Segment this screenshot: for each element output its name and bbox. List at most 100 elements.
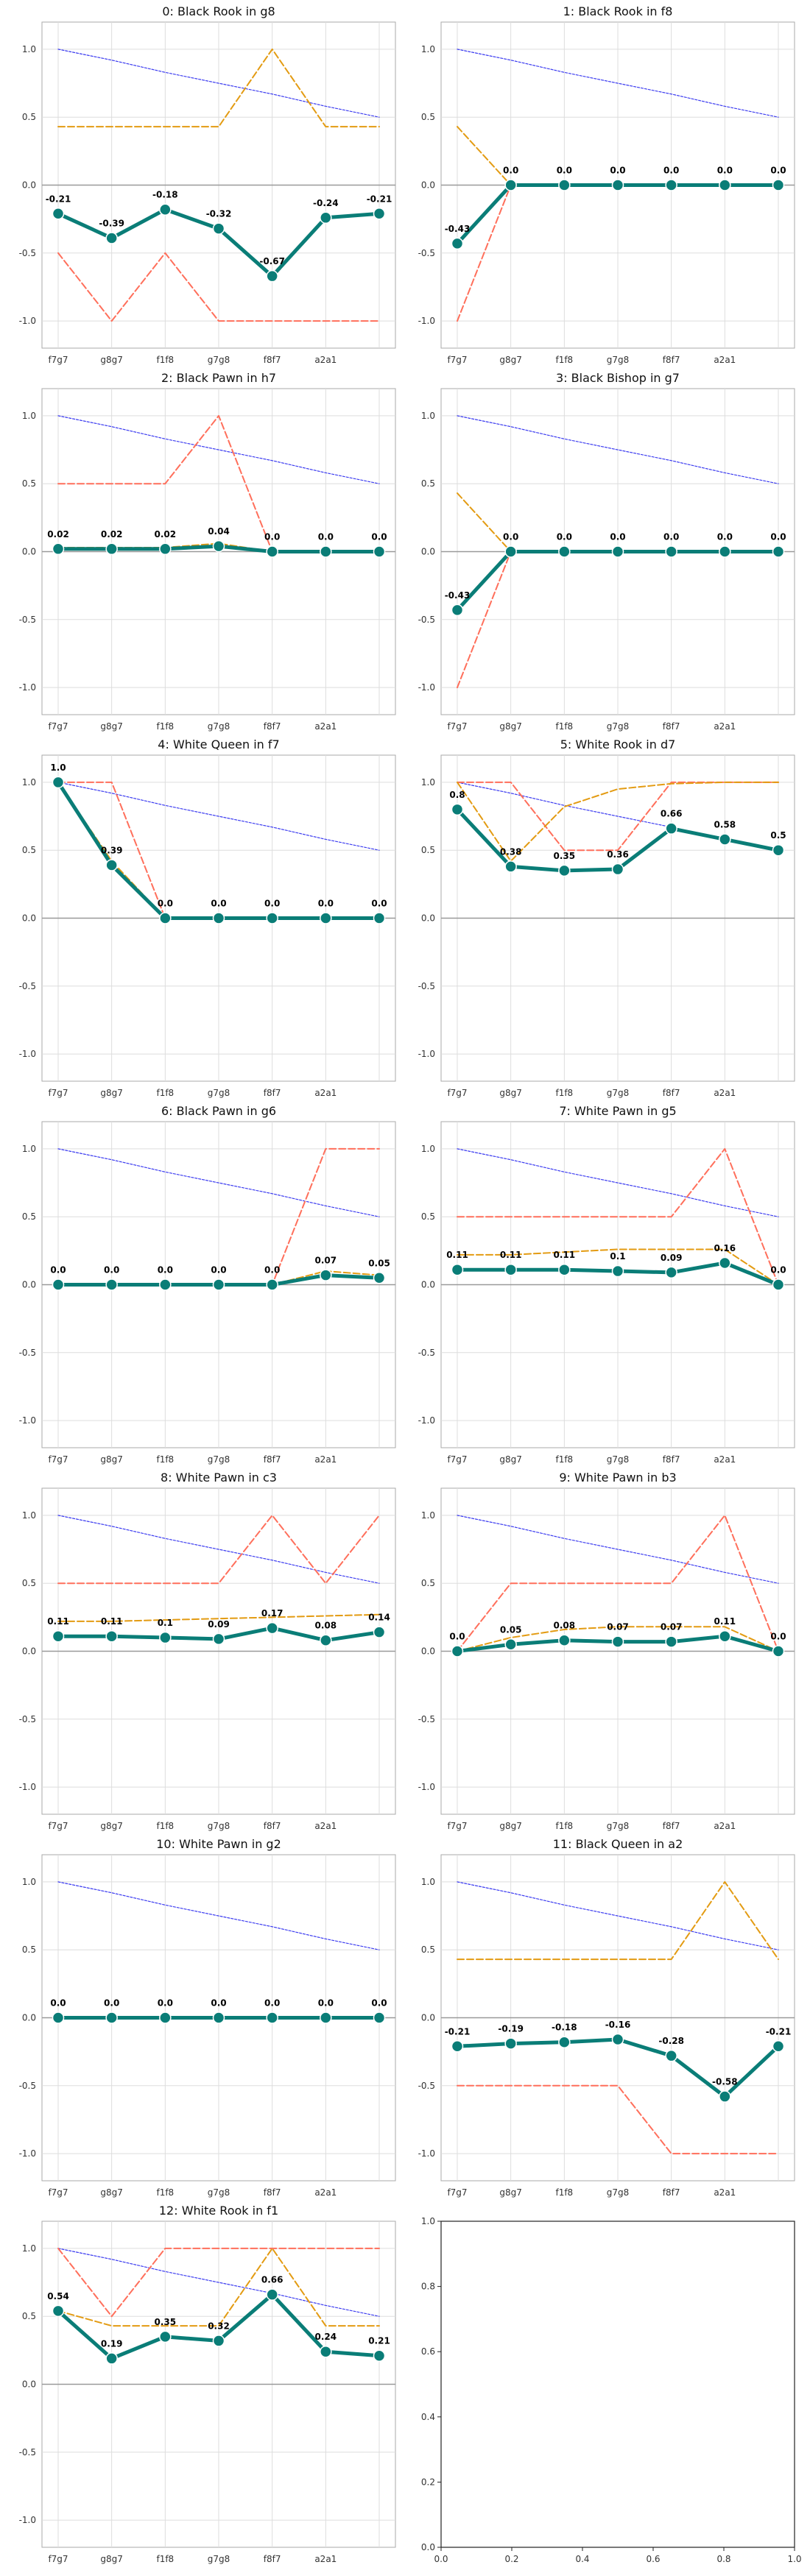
data-label: 0.0 — [264, 899, 280, 909]
data-label: 0.0 — [50, 1998, 66, 2009]
x-tick-label: f8f7 — [663, 355, 680, 365]
data-label: 0.05 — [500, 1624, 522, 1635]
y-tick-label: 0.0 — [421, 2542, 435, 2552]
x-tick-label: g7g8 — [208, 1454, 230, 1465]
x-tick-label: a2a1 — [314, 721, 337, 732]
data-label: 0.0 — [211, 1265, 226, 1275]
data-point — [52, 1630, 65, 1643]
data-point — [504, 860, 517, 873]
data-label: 0.0 — [770, 532, 786, 542]
subplot-title: 8: White Pawn in c3 — [161, 1471, 277, 1485]
y-tick-label: -0.5 — [19, 248, 36, 258]
x-tick-label: g7g8 — [607, 1454, 630, 1465]
y-tick-label: 0.0 — [22, 2379, 36, 2390]
x-tick-label: f7g7 — [48, 2187, 68, 2198]
x-tick-label: f7g7 — [447, 721, 467, 732]
series-line-blue — [57, 1515, 380, 1584]
data-point — [719, 545, 731, 558]
y-tick-label: 1.0 — [22, 777, 36, 788]
x-tick-label: f8f7 — [264, 1454, 281, 1465]
y-tick-label: -0.5 — [418, 1348, 435, 1358]
data-label: 0.19 — [101, 2338, 123, 2349]
data-label: 0.07 — [607, 1622, 629, 1632]
data-point — [320, 1269, 332, 1281]
y-tick-label: -1.0 — [19, 316, 36, 326]
data-point — [611, 545, 624, 558]
data-point — [373, 912, 386, 924]
x-tick-label: f7g7 — [48, 1088, 68, 1098]
subplot-title: 9: White Pawn in b3 — [559, 1471, 676, 1485]
x-tick-label: g7g8 — [208, 721, 230, 732]
x-tick-label: f8f7 — [663, 1821, 680, 1831]
subplot-title: 7: White Pawn in g5 — [559, 1104, 676, 1118]
data-point — [772, 1278, 785, 1291]
data-point — [719, 1256, 731, 1270]
x-tick-label: f7g7 — [447, 1088, 467, 1098]
series-line-orange — [57, 48, 380, 128]
data-label: 0.05 — [368, 1258, 390, 1268]
data-label: 0.0 — [663, 532, 679, 542]
y-tick-label: 0.5 — [421, 478, 435, 489]
x-tick-label: f8f7 — [663, 721, 680, 732]
x-tick-label: f7g7 — [447, 1454, 467, 1465]
y-tick-label: -0.5 — [19, 615, 36, 625]
subplot-title: 10: White Pawn in g2 — [156, 1837, 281, 1851]
x-tick-label: f7g7 — [48, 1454, 68, 1465]
x-tick-label: g8g7 — [499, 2187, 522, 2198]
data-point — [665, 179, 677, 191]
y-tick-label: 1.0 — [22, 44, 36, 54]
x-tick-label: f7g7 — [48, 721, 68, 732]
x-tick-label: f1f8 — [156, 355, 174, 365]
x-tick-label: g7g8 — [607, 355, 630, 365]
y-tick-label: 0.5 — [22, 1945, 36, 1955]
data-label: 0.35 — [554, 851, 576, 861]
x-tick-label: g8g7 — [100, 1454, 123, 1465]
x-tick-label: f1f8 — [555, 2187, 573, 2198]
data-label: 0.0 — [449, 1632, 465, 1642]
data-point — [266, 2288, 278, 2301]
x-tick-label: f8f7 — [264, 355, 281, 365]
series-line-blue — [57, 2248, 380, 2317]
data-label: 0.02 — [155, 529, 177, 539]
data-point — [159, 203, 172, 216]
y-tick-label: 0.0 — [22, 2013, 36, 2023]
y-tick-label: 1.0 — [421, 2216, 435, 2226]
data-label: 0.0 — [104, 1998, 119, 2009]
data-point — [212, 539, 225, 553]
x-tick-label: f7g7 — [447, 355, 467, 365]
data-label: 0.66 — [661, 809, 683, 819]
x-tick-label: f8f7 — [264, 721, 281, 732]
series-line-red — [457, 1147, 779, 1286]
x-tick-label: g8g7 — [499, 721, 522, 732]
data-label: 0.32 — [208, 2321, 230, 2331]
series-line-blue — [457, 1515, 779, 1584]
data-point — [451, 2040, 464, 2053]
subplot-title: 3: Black Bishop in g7 — [556, 371, 680, 385]
data-point — [159, 2011, 172, 2024]
data-point — [105, 1630, 118, 1643]
data-label: 0.0 — [610, 166, 625, 176]
data-label: -0.24 — [313, 198, 339, 208]
y-tick-label: 1.0 — [421, 44, 435, 54]
data-label: 0.8 — [449, 790, 465, 800]
data-point — [159, 1278, 172, 1291]
data-label: 0.11 — [47, 1616, 69, 1627]
data-label: 0.0 — [158, 1265, 173, 1275]
subplot-9: -1.0 -0.5 0.0 0.5 1.0 f7g7 g8g7 f1f8 g7g8 f8f7 a2a… — [418, 1471, 795, 1831]
data-label: 0.0 — [770, 1265, 786, 1275]
data-point — [159, 2330, 172, 2343]
series-line-red — [457, 1514, 779, 1652]
data-label: 0.0 — [717, 532, 733, 542]
x-tick-label: f7g7 — [447, 1821, 467, 1831]
y-tick-label: 1.0 — [22, 2243, 36, 2254]
data-point — [451, 1645, 464, 1657]
y-tick-label: 0.0 — [421, 2013, 435, 2023]
series-line-blue — [57, 415, 380, 484]
data-point — [451, 1263, 464, 1276]
data-point — [665, 1635, 677, 1648]
data-label: 0.07 — [661, 1622, 683, 1632]
y-tick-label: 0.8 — [421, 2282, 435, 2292]
subplot-title: 1: Black Rook in f8 — [563, 4, 673, 18]
x-tick-label: 0.4 — [575, 2554, 589, 2564]
